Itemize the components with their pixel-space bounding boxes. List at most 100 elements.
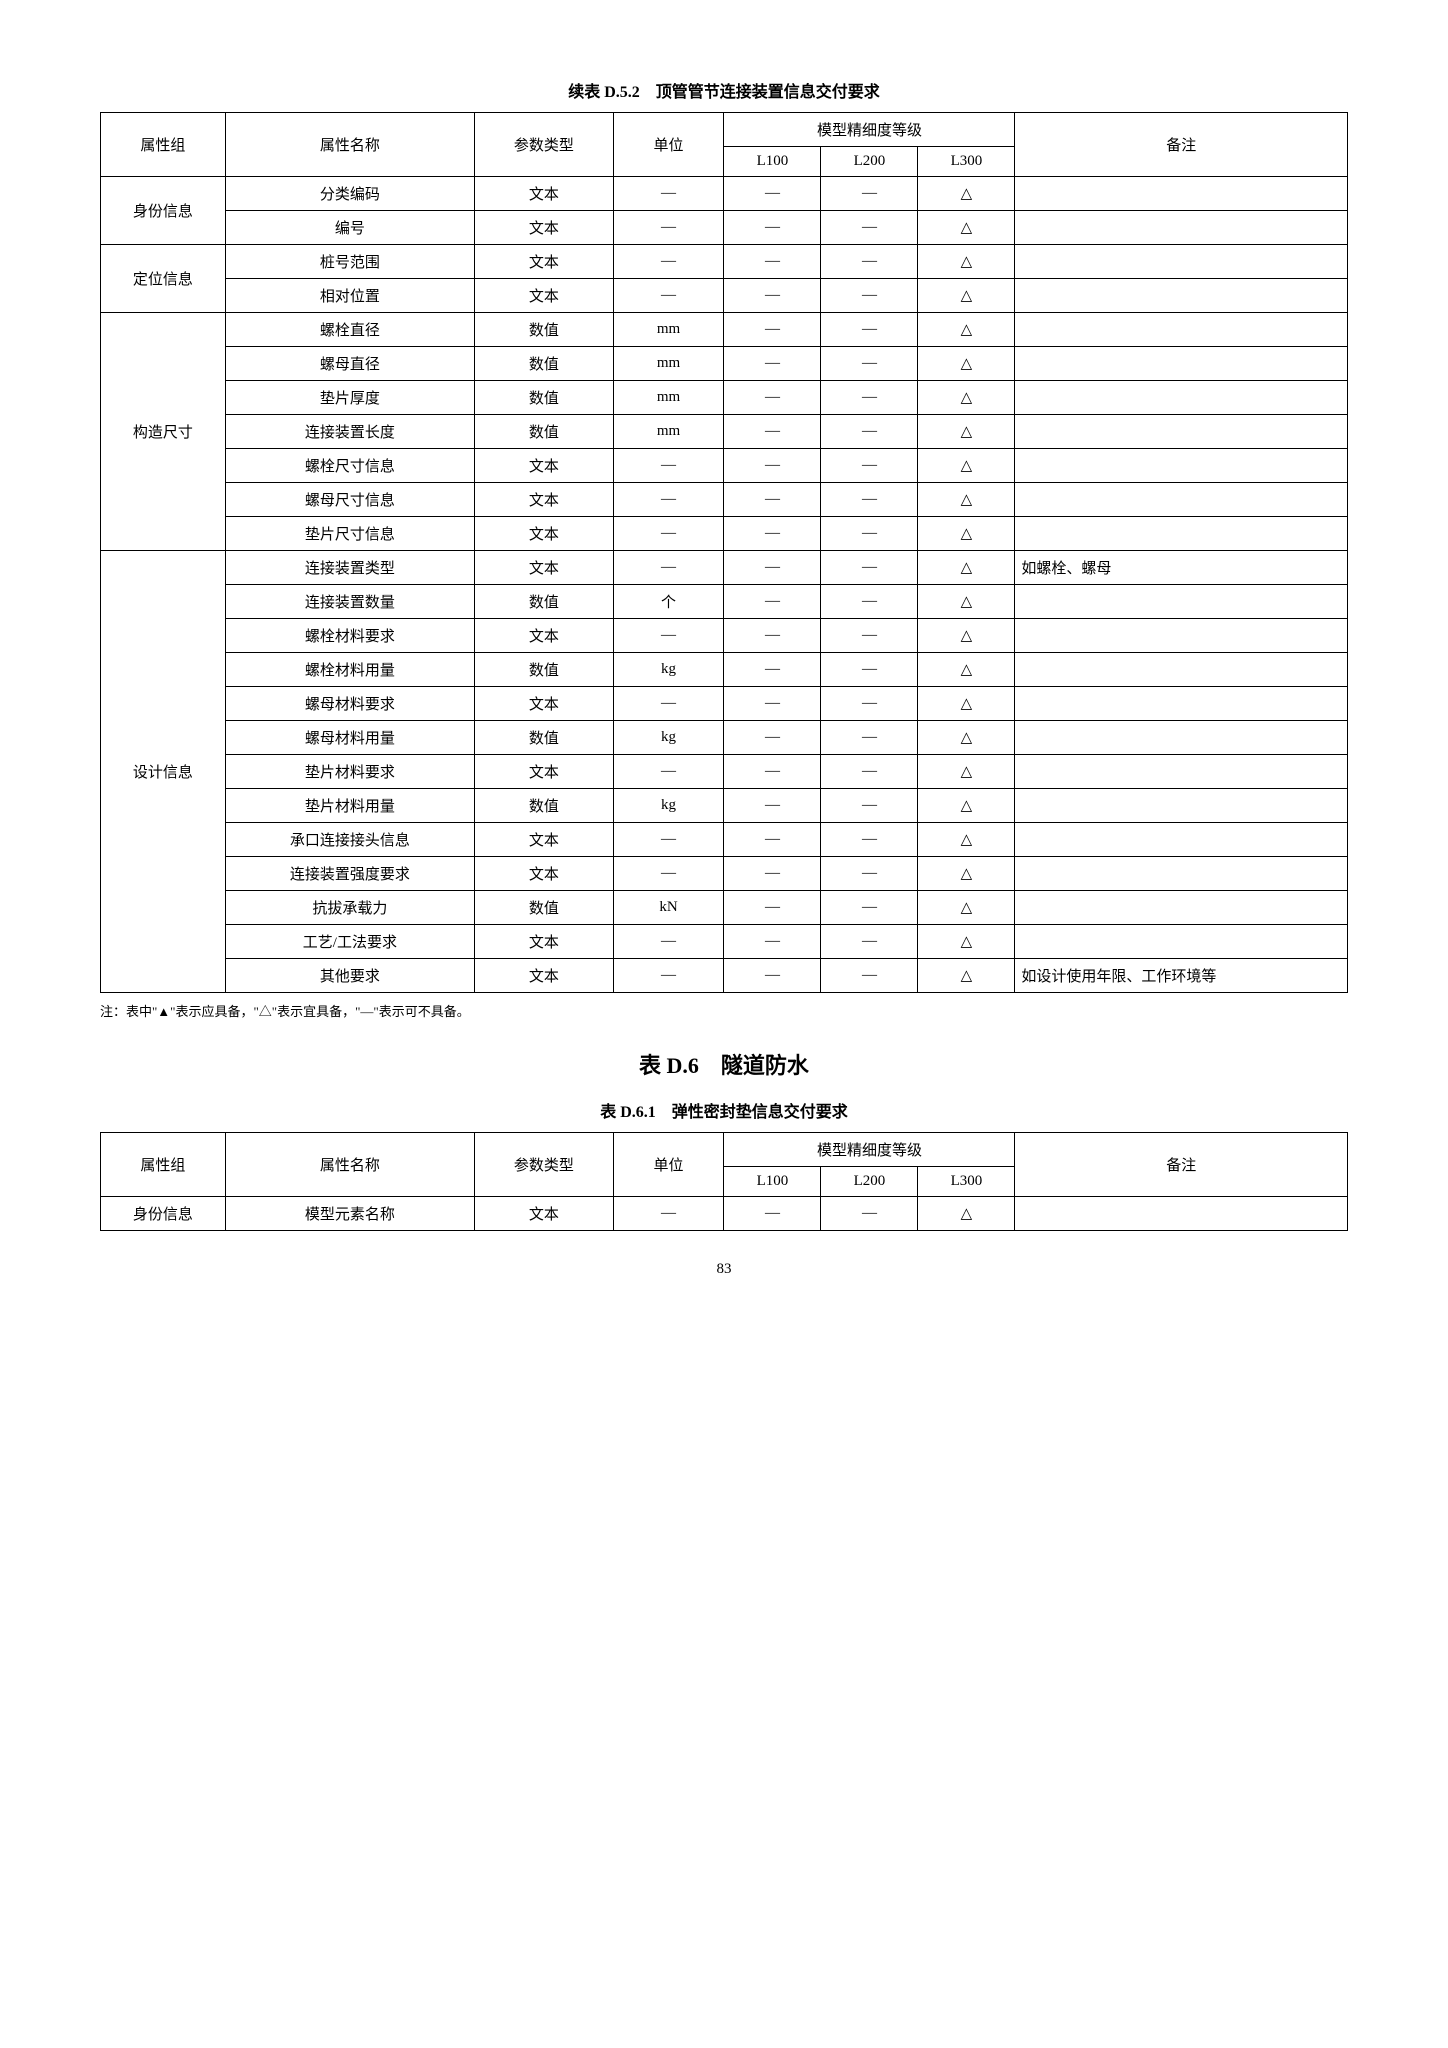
l300-cell: △: [918, 211, 1015, 245]
unit-cell: —: [613, 279, 724, 313]
l100-cell: —: [724, 959, 821, 993]
l100-cell: —: [724, 925, 821, 959]
type-cell: 数值: [475, 415, 614, 449]
unit-cell: —: [613, 687, 724, 721]
l100-cell: —: [724, 619, 821, 653]
l200-cell: —: [821, 279, 918, 313]
table-row: 垫片尺寸信息文本———△: [101, 517, 1348, 551]
l200-cell: —: [821, 245, 918, 279]
unit-cell: —: [613, 619, 724, 653]
table2-head: 属性组 属性名称 参数类型 单位 模型精细度等级 备注 L100 L200 L3…: [101, 1133, 1348, 1197]
type-cell: 文本: [475, 687, 614, 721]
table-row: 螺母材料用量数值kg——△: [101, 721, 1348, 755]
l300-cell: △: [918, 381, 1015, 415]
remark-cell: [1015, 313, 1348, 347]
table-row: 连接装置数量数值个——△: [101, 585, 1348, 619]
unit-cell: mm: [613, 381, 724, 415]
remark-cell: [1015, 789, 1348, 823]
name-cell: 螺栓材料要求: [225, 619, 474, 653]
l100-cell: —: [724, 789, 821, 823]
type-cell: 数值: [475, 381, 614, 415]
th-l300: L300: [918, 1167, 1015, 1197]
l100-cell: —: [724, 177, 821, 211]
l200-cell: —: [821, 517, 918, 551]
remark-cell: [1015, 653, 1348, 687]
l200-cell: —: [821, 177, 918, 211]
group-cell: 设计信息: [101, 551, 226, 993]
l200-cell: —: [821, 959, 918, 993]
l300-cell: △: [918, 823, 1015, 857]
table-row: 工艺/工法要求文本———△: [101, 925, 1348, 959]
type-cell: 文本: [475, 483, 614, 517]
table-row: 相对位置文本———△: [101, 279, 1348, 313]
table1-head: 属性组 属性名称 参数类型 单位 模型精细度等级 备注 L100 L200 L3…: [101, 113, 1348, 177]
th-group: 属性组: [101, 113, 226, 177]
th-group: 属性组: [101, 1133, 226, 1197]
l300-cell: △: [918, 959, 1015, 993]
name-cell: 连接装置长度: [225, 415, 474, 449]
l300-cell: △: [918, 483, 1015, 517]
name-cell: 连接装置类型: [225, 551, 474, 585]
remark-cell: [1015, 823, 1348, 857]
l200-cell: —: [821, 925, 918, 959]
l100-cell: —: [724, 415, 821, 449]
name-cell: 分类编码: [225, 177, 474, 211]
type-cell: 文本: [475, 619, 614, 653]
th-l100: L100: [724, 1167, 821, 1197]
type-cell: 文本: [475, 857, 614, 891]
name-cell: 桩号范围: [225, 245, 474, 279]
unit-cell: 个: [613, 585, 724, 619]
l300-cell: △: [918, 925, 1015, 959]
unit-cell: —: [613, 925, 724, 959]
l300-cell: △: [918, 619, 1015, 653]
remark-cell: [1015, 211, 1348, 245]
l200-cell: —: [821, 857, 918, 891]
name-cell: 抗拔承载力: [225, 891, 474, 925]
l300-cell: △: [918, 177, 1015, 211]
l300-cell: △: [918, 449, 1015, 483]
th-l200: L200: [821, 1167, 918, 1197]
l200-cell: —: [821, 585, 918, 619]
type-cell: 文本: [475, 551, 614, 585]
name-cell: 编号: [225, 211, 474, 245]
remark-cell: [1015, 279, 1348, 313]
th-unit: 单位: [613, 113, 724, 177]
table-row: 其他要求文本———△如设计使用年限、工作环境等: [101, 959, 1348, 993]
unit-cell: mm: [613, 313, 724, 347]
l200-cell: —: [821, 211, 918, 245]
l200-cell: —: [821, 789, 918, 823]
unit-cell: —: [613, 551, 724, 585]
l100-cell: —: [724, 1197, 821, 1231]
l300-cell: △: [918, 857, 1015, 891]
l100-cell: —: [724, 755, 821, 789]
type-cell: 文本: [475, 925, 614, 959]
type-cell: 文本: [475, 823, 614, 857]
remark-cell: [1015, 891, 1348, 925]
l200-cell: —: [821, 313, 918, 347]
unit-cell: —: [613, 823, 724, 857]
name-cell: 螺栓尺寸信息: [225, 449, 474, 483]
type-cell: 数值: [475, 347, 614, 381]
l100-cell: —: [724, 347, 821, 381]
th-l100: L100: [724, 147, 821, 177]
unit-cell: kg: [613, 653, 724, 687]
l200-cell: —: [821, 687, 918, 721]
table2-body: 身份信息模型元素名称文本———△: [101, 1197, 1348, 1231]
unit-cell: —: [613, 1197, 724, 1231]
l100-cell: —: [724, 551, 821, 585]
table-row: 螺栓材料要求文本———△: [101, 619, 1348, 653]
l300-cell: △: [918, 721, 1015, 755]
table1-body: 身份信息分类编码文本———△编号文本———△定位信息桩号范围文本———△相对位置…: [101, 177, 1348, 993]
type-cell: 数值: [475, 891, 614, 925]
group-cell: 构造尺寸: [101, 313, 226, 551]
remark-cell: [1015, 687, 1348, 721]
group-cell: 身份信息: [101, 177, 226, 245]
name-cell: 垫片尺寸信息: [225, 517, 474, 551]
name-cell: 承口连接接头信息: [225, 823, 474, 857]
remark-cell: [1015, 925, 1348, 959]
type-cell: 数值: [475, 653, 614, 687]
l100-cell: —: [724, 211, 821, 245]
table-row: 螺母直径数值mm——△: [101, 347, 1348, 381]
l200-cell: —: [821, 721, 918, 755]
unit-cell: —: [613, 755, 724, 789]
